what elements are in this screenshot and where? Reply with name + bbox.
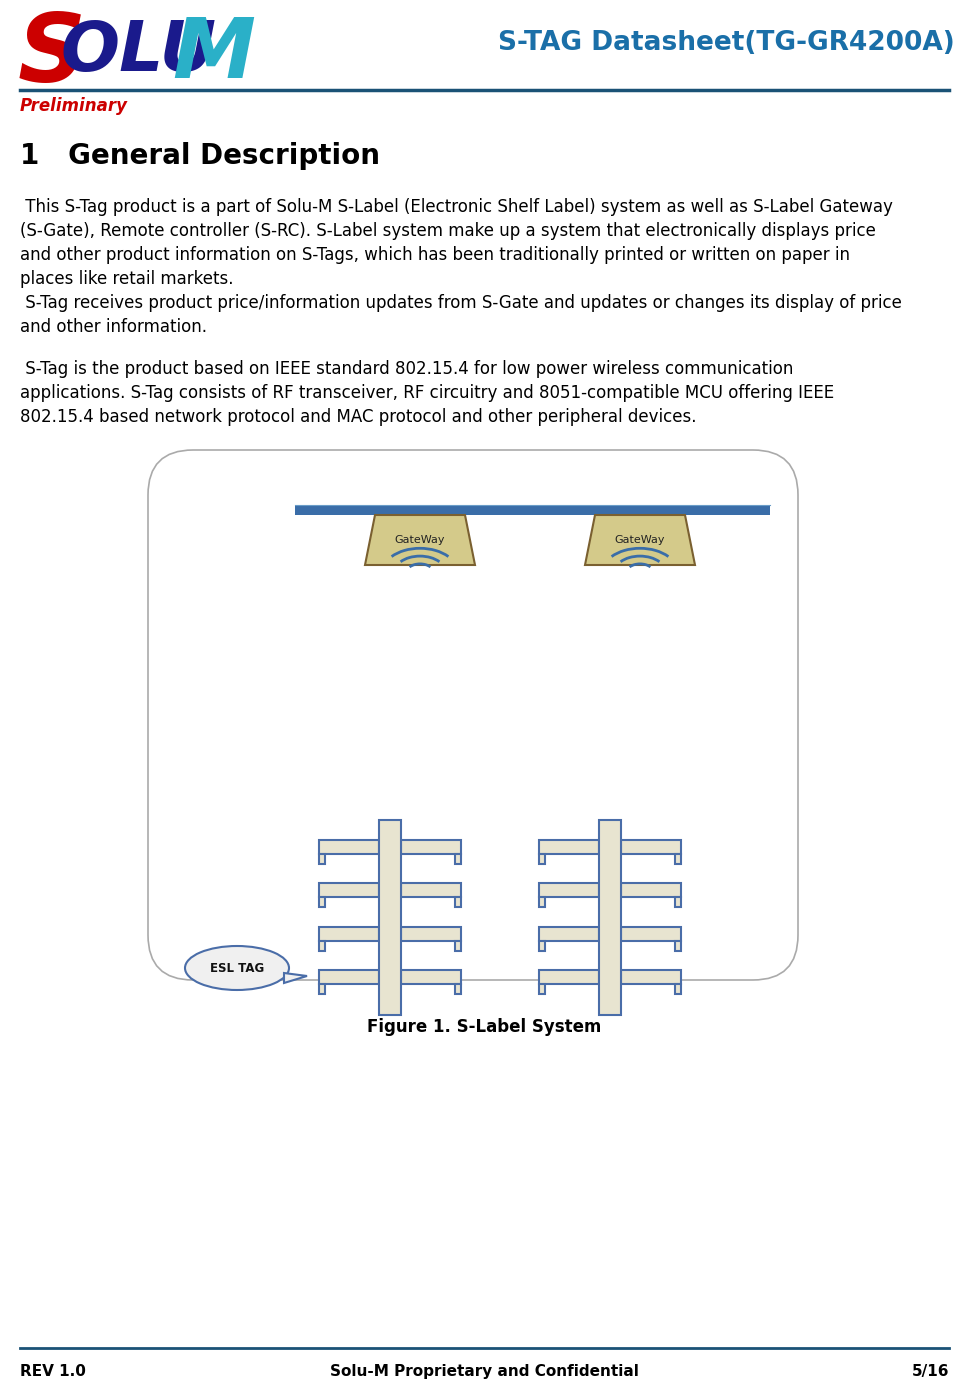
Text: ESL TAG: ESL TAG — [210, 961, 265, 975]
Text: This S-Tag product is a part of Solu-M S-Label (Electronic Shelf Label) system a: This S-Tag product is a part of Solu-M S… — [20, 198, 892, 216]
Bar — [319, 884, 379, 897]
Text: Preliminary: Preliminary — [20, 97, 128, 115]
Text: S-TAG Datasheet(TG-GR4200A): S-TAG Datasheet(TG-GR4200A) — [498, 30, 955, 55]
Text: and other information.: and other information. — [20, 319, 207, 337]
Bar — [539, 983, 545, 994]
Bar — [319, 897, 325, 907]
Text: REV 1.0: REV 1.0 — [20, 1364, 86, 1379]
Ellipse shape — [185, 946, 289, 990]
Text: 802.15.4 based network protocol and MAC protocol and other peripheral devices.: 802.15.4 based network protocol and MAC … — [20, 409, 697, 427]
FancyBboxPatch shape — [148, 450, 798, 981]
Bar — [675, 855, 681, 864]
Bar — [401, 884, 461, 897]
Polygon shape — [284, 974, 307, 983]
Text: OLU: OLU — [60, 18, 216, 84]
Bar — [319, 969, 379, 983]
Text: applications. S-Tag consists of RF transceiver, RF circuitry and 8051-compatible: applications. S-Tag consists of RF trans… — [20, 384, 834, 402]
Bar — [539, 855, 545, 864]
Bar — [319, 839, 379, 855]
Bar — [455, 940, 461, 950]
Bar — [539, 927, 599, 940]
Bar — [401, 839, 461, 855]
Bar — [621, 927, 681, 940]
Bar — [401, 927, 461, 940]
Bar — [675, 897, 681, 907]
Bar — [539, 884, 599, 897]
Bar — [319, 983, 325, 994]
Text: S: S — [18, 10, 86, 102]
Bar — [539, 839, 599, 855]
Bar — [539, 969, 599, 983]
Text: (S-Gate), Remote controller (S-RC). S-Label system make up a system that electro: (S-Gate), Remote controller (S-RC). S-La… — [20, 222, 876, 240]
Bar — [621, 969, 681, 983]
Bar — [621, 839, 681, 855]
Bar — [319, 855, 325, 864]
Bar — [539, 940, 545, 950]
Text: GateWay: GateWay — [394, 535, 445, 546]
Text: M: M — [172, 14, 255, 96]
Bar — [401, 969, 461, 983]
Bar — [455, 855, 461, 864]
Polygon shape — [365, 515, 475, 565]
Text: and other product information on S-Tags, which has been traditionally printed or: and other product information on S-Tags,… — [20, 247, 850, 265]
Text: GateWay: GateWay — [614, 535, 666, 546]
Text: S-Tag is the product based on IEEE standard 802.15.4 for low power wireless comm: S-Tag is the product based on IEEE stand… — [20, 360, 794, 378]
Text: Solu-M Proprietary and Confidential: Solu-M Proprietary and Confidential — [329, 1364, 639, 1379]
Bar — [599, 820, 621, 1015]
Bar — [621, 884, 681, 897]
Bar — [379, 820, 401, 1015]
Bar — [455, 983, 461, 994]
Text: 5/16: 5/16 — [912, 1364, 949, 1379]
Text: S-Tag receives product price/information updates from S-Gate and updates or chan: S-Tag receives product price/information… — [20, 294, 902, 312]
Bar — [455, 897, 461, 907]
Text: places like retail markets.: places like retail markets. — [20, 270, 234, 288]
Bar — [295, 506, 770, 515]
Bar — [539, 897, 545, 907]
Bar — [675, 983, 681, 994]
Text: 1   General Description: 1 General Description — [20, 143, 380, 170]
Bar — [319, 927, 379, 940]
Text: Figure 1. S-Label System: Figure 1. S-Label System — [367, 1018, 601, 1036]
Polygon shape — [585, 515, 695, 565]
Bar — [319, 940, 325, 950]
Bar — [675, 940, 681, 950]
